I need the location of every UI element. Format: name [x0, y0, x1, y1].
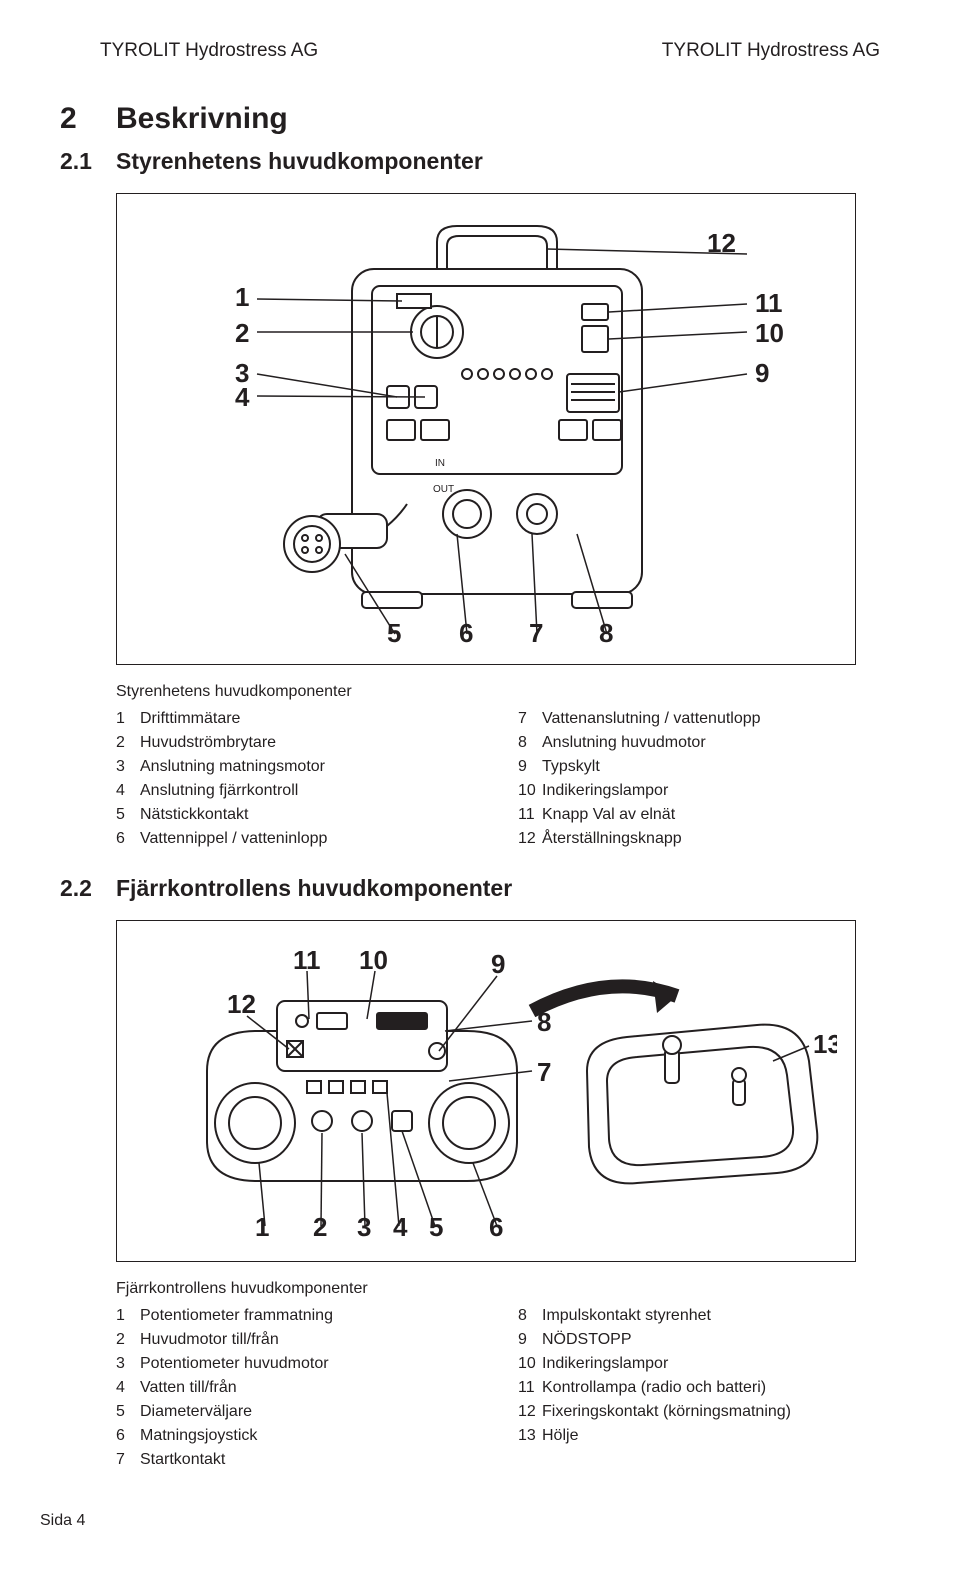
subsection-number: 2.2 [60, 875, 116, 902]
label-4: 4 [393, 1212, 408, 1241]
legend-text: Drifttimmätare [140, 707, 240, 731]
label-4: 4 [235, 382, 250, 412]
label-9: 9 [491, 949, 505, 979]
legend-text: Hölje [542, 1424, 578, 1448]
legend-idx: 9 [518, 755, 542, 779]
section-title: Beskrivning [116, 102, 288, 136]
legend-idx: 3 [116, 755, 140, 779]
legend-idx: 12 [518, 827, 542, 851]
label-2: 2 [235, 318, 249, 348]
label-2: 2 [313, 1212, 327, 1241]
legend-text: Vattennippel / vatteninlopp [140, 827, 327, 851]
legend-text: Huvudströmbrytare [140, 731, 276, 755]
subsection-2-2: 2.2 Fjärrkontrollens huvudkomponenter [100, 875, 880, 902]
legend-text: Återställningsknapp [542, 827, 682, 851]
diagram-remote-control: 1 2 3 4 5 6 7 8 9 10 11 12 13 [116, 920, 856, 1262]
legend-idx: 10 [518, 1352, 542, 1376]
legend-text: Diameterväljare [140, 1400, 252, 1424]
legend-text: Startkontakt [140, 1448, 225, 1472]
legend-idx: 6 [116, 1424, 140, 1448]
label-7: 7 [529, 618, 543, 644]
label-5: 5 [429, 1212, 443, 1241]
diagram1-caption: Styrenhetens huvudkomponenter [116, 683, 880, 701]
legend-idx: 4 [116, 1376, 140, 1400]
label-12: 12 [707, 228, 736, 258]
label-5: 5 [387, 618, 401, 644]
label-8: 8 [537, 1007, 551, 1037]
legend-idx: 13 [518, 1424, 542, 1448]
svg-text:IN: IN [435, 458, 445, 469]
legend-idx: 1 [116, 707, 140, 731]
legend-idx: 8 [518, 731, 542, 755]
label-8: 8 [599, 618, 613, 644]
label-6: 6 [489, 1212, 503, 1241]
legend-idx: 12 [518, 1400, 542, 1424]
legend-text: Typskylt [542, 755, 600, 779]
label-13: 13 [813, 1029, 837, 1059]
legend-text: Vatten till/från [140, 1376, 237, 1400]
legend-idx: 1 [116, 1304, 140, 1328]
label-1: 1 [235, 282, 249, 312]
label-6: 6 [459, 618, 473, 644]
legend-idx: 5 [116, 803, 140, 827]
legend-text: Indikeringslampor [542, 779, 668, 803]
legend-idx: 2 [116, 1328, 140, 1352]
legend-text: Anslutning huvudmotor [542, 731, 706, 755]
legend-idx: 2 [116, 731, 140, 755]
legend-idx: 7 [518, 707, 542, 731]
legend-text: Anslutning fjärrkontroll [140, 779, 298, 803]
subsection-number: 2.1 [60, 148, 116, 175]
subsection-title: Fjärrkontrollens huvudkomponenter [116, 875, 512, 902]
legend-text: Fixeringskontakt (körningsmatning) [542, 1400, 791, 1424]
label-7: 7 [537, 1057, 551, 1087]
legend-text: NÖDSTOPP [542, 1328, 632, 1352]
label-11: 11 [293, 945, 321, 975]
legend-text: Anslutning matningsmotor [140, 755, 325, 779]
remote-control-svg: 1 2 3 4 5 6 7 8 9 10 11 12 13 [137, 941, 837, 1241]
diagram2-caption: Fjärrkontrollens huvudkomponenter [116, 1280, 880, 1298]
legend-idx: 5 [116, 1400, 140, 1424]
legend-text: Potentiometer frammatning [140, 1304, 333, 1328]
subsection-title: Styrenhetens huvudkomponenter [116, 148, 483, 175]
legend-text: Nätstickkontakt [140, 803, 248, 827]
label-10: 10 [359, 945, 388, 975]
label-3: 3 [357, 1212, 371, 1241]
control-unit-svg: IN OUT [137, 214, 837, 644]
header-right: TYROLIT Hydrostress AG [662, 40, 880, 62]
legend-text: Potentiometer huvudmotor [140, 1352, 329, 1376]
page-header: TYROLIT Hydrostress AG TYROLIT Hydrostre… [100, 40, 880, 62]
legend-idx: 6 [116, 827, 140, 851]
label-9: 9 [755, 358, 769, 388]
legend-idx: 3 [116, 1352, 140, 1376]
label-11: 11 [755, 288, 783, 318]
page-footer: Sida 4 [40, 1512, 880, 1530]
legend-text: Vattenanslutning / vattenutlopp [542, 707, 761, 731]
label-1: 1 [255, 1212, 269, 1241]
label-12: 12 [227, 989, 256, 1019]
label-10: 10 [755, 318, 784, 348]
section-number: 2 [60, 102, 116, 136]
legend-text: Huvudmotor till/från [140, 1328, 279, 1352]
legend-text: Indikeringslampor [542, 1352, 668, 1376]
legend-1: 1Drifttimmätare 2Huvudströmbrytare 3Ansl… [116, 707, 880, 851]
legend-text: Kontrollampa (radio och batteri) [542, 1376, 766, 1400]
legend-idx: 4 [116, 779, 140, 803]
subsection-2-1: 2.1 Styrenhetens huvudkomponenter [100, 148, 880, 175]
legend-text: Impulskontakt styrenhet [542, 1304, 711, 1328]
diagram-control-unit: IN OUT [116, 193, 856, 665]
legend-idx: 10 [518, 779, 542, 803]
legend-idx: 7 [116, 1448, 140, 1472]
legend-idx: 11 [518, 803, 542, 827]
section-2: 2 Beskrivning [100, 102, 880, 136]
legend-2: 1Potentiometer frammatning 2Huvudmotor t… [116, 1304, 880, 1472]
legend-text: Matningsjoystick [140, 1424, 257, 1448]
legend-idx: 8 [518, 1304, 542, 1328]
svg-text:OUT: OUT [433, 484, 454, 495]
legend-idx: 9 [518, 1328, 542, 1352]
header-left: TYROLIT Hydrostress AG [100, 40, 318, 62]
legend-text: Knapp Val av elnät [542, 803, 675, 827]
legend-idx: 11 [518, 1376, 542, 1400]
